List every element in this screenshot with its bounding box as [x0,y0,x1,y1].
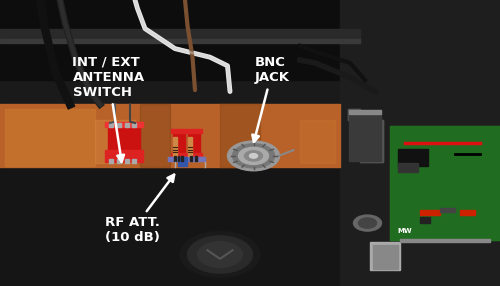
Bar [220,104,260,167]
Bar [195,156,196,161]
Bar [109,159,113,163]
Bar [440,208,455,212]
Bar [140,104,170,167]
Bar [125,123,129,127]
Bar [117,123,121,127]
Circle shape [244,151,262,161]
Bar [108,124,140,159]
Bar [178,157,186,166]
Bar [370,242,400,270]
Bar [0,29,360,40]
Bar [348,110,381,114]
Bar [105,122,142,127]
Bar [168,157,205,161]
Circle shape [250,154,258,158]
Bar [132,123,136,127]
Bar [172,137,176,156]
Bar [398,163,417,172]
Bar [125,159,129,163]
Bar [372,245,398,269]
Circle shape [238,147,268,164]
Bar [348,110,381,161]
Bar [132,159,136,163]
Bar [340,0,500,286]
Bar [172,130,185,156]
Bar [398,149,428,166]
Bar [0,166,360,286]
Bar [0,0,360,166]
Bar [390,126,500,240]
Bar [95,120,135,163]
Bar [300,120,335,163]
Circle shape [358,218,376,228]
Bar [181,156,182,161]
Bar [0,0,360,80]
Bar [5,109,95,166]
Bar [174,156,176,161]
Bar [190,156,192,161]
Text: MW: MW [398,228,412,234]
Bar [109,123,113,127]
Circle shape [198,242,242,267]
Circle shape [180,232,260,277]
Circle shape [188,236,252,273]
Bar [168,157,205,161]
Circle shape [232,144,274,168]
Bar [420,210,440,214]
Bar [178,156,179,161]
Bar [188,137,192,156]
Text: BNC
JACK: BNC JACK [252,56,290,142]
Polygon shape [348,109,382,162]
Bar [390,126,500,240]
Circle shape [354,215,382,231]
Bar [460,210,475,214]
Bar [188,130,200,156]
Bar [0,104,340,167]
Bar [117,159,121,163]
Text: RF ATT.
(10 dB): RF ATT. (10 dB) [105,175,174,244]
Bar [171,129,202,133]
Bar [400,239,490,242]
Bar [420,217,430,223]
Circle shape [228,141,280,171]
Text: INT / EXT
ANTENNA
SWITCH: INT / EXT ANTENNA SWITCH [72,56,144,162]
Bar [105,150,142,162]
Polygon shape [348,109,382,162]
Bar [171,153,202,159]
Bar [0,39,360,43]
